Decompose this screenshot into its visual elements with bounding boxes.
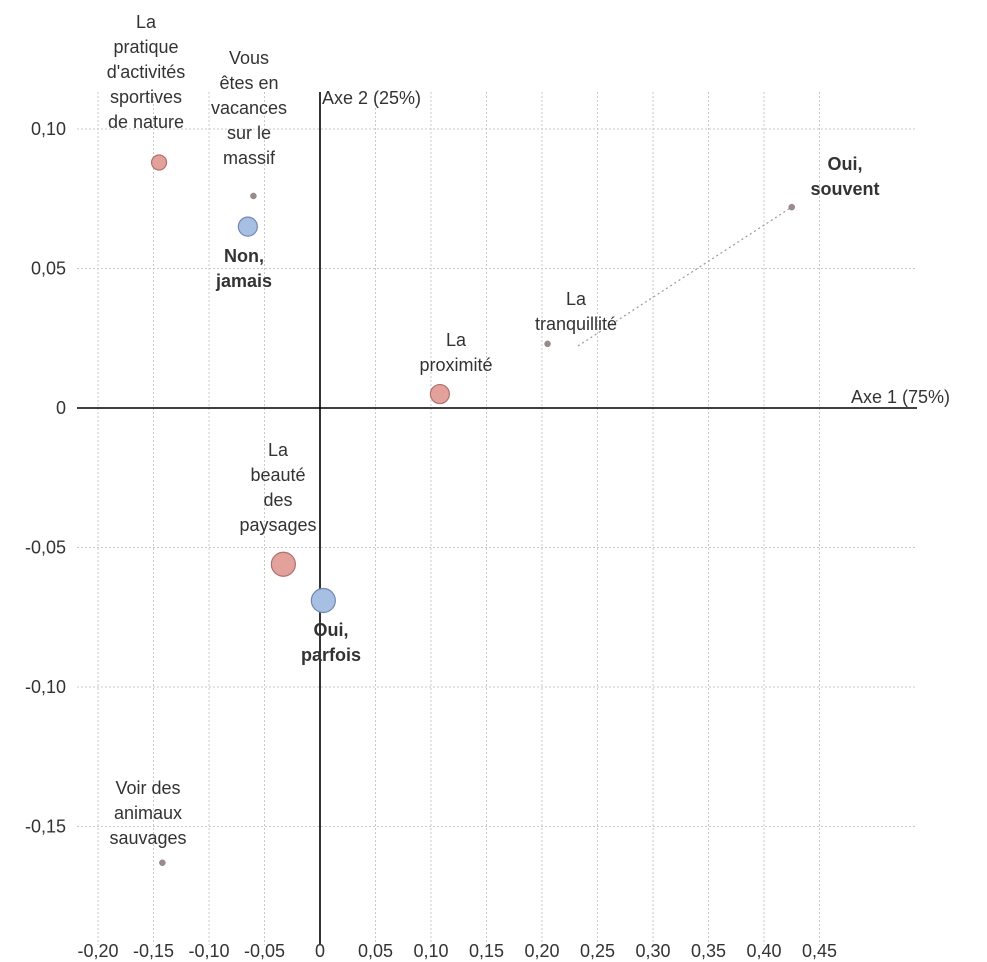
x-tick-label: 0,25 — [580, 941, 615, 961]
data-point — [270, 551, 296, 577]
data-point — [159, 859, 166, 867]
x-tick-label: 0,05 — [358, 941, 393, 961]
y-tick-label: -0,15 — [25, 817, 66, 837]
point-label: Voir des animaux sauvages — [109, 778, 186, 848]
point-label: La pratique d'activités sportives de nature — [107, 12, 185, 132]
x-tick-label: 0,45 — [802, 941, 837, 961]
x-tick-label: 0,40 — [746, 941, 781, 961]
point-label: La proximité — [419, 330, 492, 375]
x-tick-label: 0,15 — [469, 941, 504, 961]
point-label: La beauté des paysages — [239, 440, 316, 535]
y-tick-label: 0 — [56, 398, 66, 418]
point-label: Vous êtes en vacances sur le massif — [211, 48, 287, 168]
point-labels: La pratique d'activités sportives de nature V… — [107, 12, 880, 848]
point-label: Non, jamais — [215, 246, 272, 291]
point-label: Oui, parfois — [301, 620, 361, 665]
point-label: La tranquillité — [535, 289, 617, 334]
data-point — [150, 154, 168, 171]
x-tick-label: 0,10 — [413, 941, 448, 961]
axes — [77, 92, 917, 945]
y-tick-label: 0,10 — [31, 119, 66, 139]
x-tick-label: -0,15 — [133, 941, 174, 961]
data-points — [150, 154, 795, 867]
y-axis-title: Axe 2 (25%) — [322, 88, 421, 108]
data-point — [429, 383, 450, 405]
y-tick-label: -0,10 — [25, 677, 66, 697]
data-point — [250, 192, 257, 200]
x-tick-label: -0,10 — [188, 941, 229, 961]
x-tick-label: 0,35 — [691, 941, 726, 961]
x-tick-label: -0,05 — [244, 941, 285, 961]
data-point — [237, 216, 258, 237]
y-tick-label: 0,05 — [31, 259, 66, 279]
x-tick-label: 0,20 — [524, 941, 559, 961]
grid — [77, 92, 917, 945]
tick-labels: -0,20 -0,15 -0,10 -0,05 0 0,05 0,10 0,15 0,20 0,2… — [25, 119, 837, 961]
y-tick-label: -0,05 — [25, 538, 66, 558]
x-tick-label: -0,20 — [77, 941, 118, 961]
x-tick-label: 0,30 — [635, 941, 670, 961]
x-axis-title: Axe 1 (75%) — [851, 387, 950, 407]
x-tick-label: 0 — [315, 941, 325, 961]
point-label: Oui, souvent — [810, 154, 879, 199]
data-point — [788, 203, 795, 211]
data-point — [310, 587, 336, 614]
data-point — [544, 340, 551, 348]
